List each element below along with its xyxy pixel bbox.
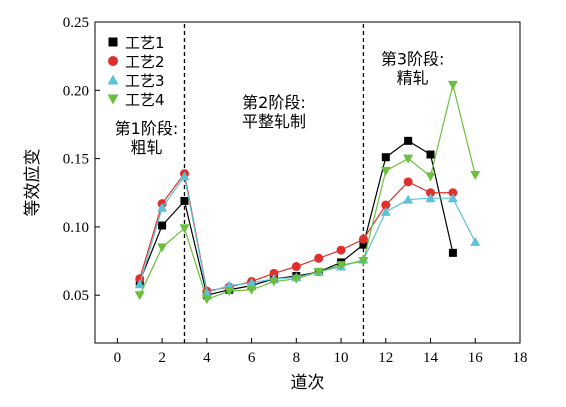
stage-annotation: 第2阶段:平整轧制 (242, 93, 306, 131)
data-point (380, 206, 391, 216)
x-tick-label: 4 (203, 350, 211, 366)
data-point (447, 193, 458, 203)
y-tick-label: 0.20 (63, 83, 89, 99)
legend-label: 工艺4 (125, 91, 165, 109)
data-point (426, 150, 435, 159)
data-point (470, 170, 481, 180)
data-point (179, 171, 190, 181)
data-point (470, 236, 481, 246)
x-axis-title: 道次 (291, 373, 325, 393)
plot-area (94, 21, 521, 344)
x-tick-label: 12 (378, 350, 393, 366)
data-point (381, 200, 391, 210)
data-point (291, 274, 302, 284)
data-point (447, 80, 458, 90)
data-point (107, 94, 119, 105)
data-point (359, 240, 368, 249)
y-tick-label: 0.15 (63, 152, 89, 168)
y-tick-label: 0.10 (63, 220, 89, 236)
data-point (268, 277, 279, 287)
stage-annotations: 第1阶段:粗轧 第2阶段:平整轧制 第3阶段:精轧 (115, 49, 445, 157)
data-point (224, 287, 235, 297)
data-point (108, 37, 118, 47)
x-tick-label: 16 (468, 350, 484, 366)
x-tick-label: 0 (114, 350, 122, 366)
annotation-line: 第2阶段: (242, 93, 306, 112)
series-layer (134, 80, 481, 305)
legend-item: 工艺3 (107, 72, 165, 90)
data-point (403, 154, 414, 164)
annotation-line: 第3阶段: (381, 49, 445, 68)
data-point (134, 279, 145, 289)
data-point (448, 248, 457, 257)
data-point (358, 234, 368, 244)
data-point (108, 56, 118, 66)
legend-item: 工艺2 (108, 53, 165, 71)
x-tick-label: 18 (513, 350, 528, 366)
annotation-line: 精轧 (397, 68, 429, 87)
x-tick-label: 14 (423, 350, 439, 366)
data-point (269, 268, 279, 278)
data-point (291, 262, 301, 272)
data-point (426, 188, 436, 198)
data-point (358, 257, 369, 267)
data-point (448, 188, 458, 198)
series-工艺4 (134, 80, 481, 305)
data-point (425, 172, 436, 182)
x-tick-label: 8 (293, 350, 301, 366)
y-tick-label: 0.25 (63, 15, 89, 31)
data-point (201, 287, 212, 297)
data-point (201, 295, 212, 305)
stage-annotation: 第1阶段:粗轧 (115, 119, 179, 157)
data-point (336, 245, 346, 255)
plot-frame (94, 21, 521, 344)
stage-annotation: 第3阶段:精轧 (381, 49, 445, 87)
data-point (403, 194, 414, 204)
data-point (134, 291, 145, 301)
data-point (180, 196, 189, 205)
x-tick-label: 10 (334, 350, 349, 366)
data-point (157, 202, 168, 212)
data-point (404, 136, 413, 145)
stage-dividers (183, 24, 365, 343)
y-tick-label: 0.05 (63, 288, 89, 304)
x-tick-label: 6 (248, 350, 256, 366)
legend-item: 工艺1 (108, 34, 165, 52)
data-point (380, 166, 391, 176)
annotation-line: 粗轧 (130, 138, 162, 157)
legend-label: 工艺2 (125, 53, 165, 71)
x-tick-label: 2 (158, 350, 166, 366)
data-point (246, 277, 257, 287)
legend-label: 工艺3 (125, 72, 165, 90)
annotation-line: 第1阶段: (115, 119, 179, 138)
data-point (314, 253, 324, 263)
data-point (336, 261, 347, 271)
series-line (139, 174, 476, 294)
data-point (313, 267, 324, 277)
data-point (246, 285, 257, 295)
legend-item: 工艺4 (107, 91, 165, 109)
axes: 0 2 4 6 8 10 12 14 16 18 0.05 0.10 0.15 0.20 0.25 (63, 15, 528, 366)
data-point (381, 153, 390, 162)
series-line (139, 140, 454, 296)
data-point (425, 193, 436, 203)
data-point (157, 243, 168, 253)
data-point (158, 221, 167, 230)
series-line (139, 84, 476, 301)
y-axis-title: 等效应变 (23, 149, 43, 217)
annotation-line: 平整轧制 (242, 112, 306, 131)
data-point (403, 177, 413, 187)
data-point (107, 74, 119, 85)
legend-label: 工艺1 (125, 34, 165, 52)
data-point (179, 224, 190, 234)
